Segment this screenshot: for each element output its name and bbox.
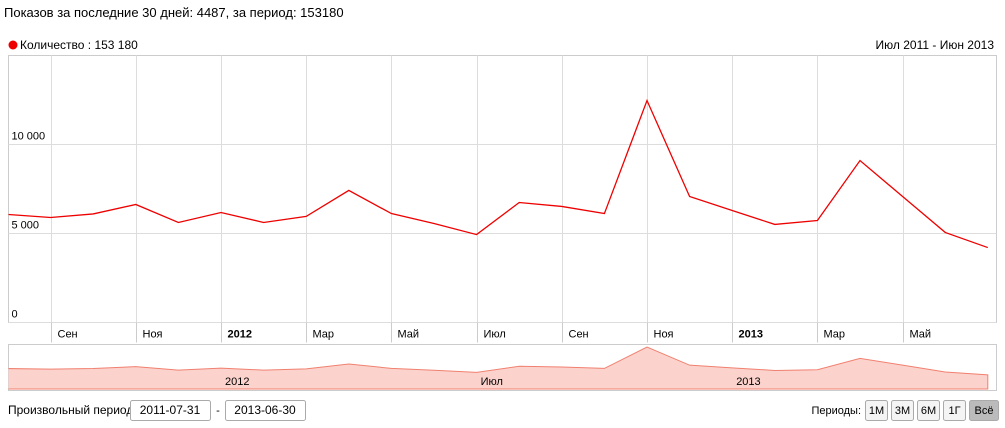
period-button[interactable] bbox=[917, 400, 940, 421]
date-from-input[interactable] bbox=[130, 400, 211, 421]
header-title: Показов за последние 30 дней: 4487, за п… bbox=[4, 5, 344, 20]
navigator-area bbox=[8, 346, 989, 390]
x-tick-label: Ноя bbox=[143, 329, 163, 341]
period-label: Всё bbox=[975, 405, 994, 417]
legend-marker bbox=[8, 40, 18, 50]
x-tick-label: Июл bbox=[484, 329, 506, 341]
x-tick-label: Мар bbox=[824, 329, 846, 341]
period-button[interactable] bbox=[891, 400, 914, 421]
custom-period-label: Произвольный период: bbox=[8, 403, 137, 417]
periods-label: Периоды: bbox=[811, 405, 861, 417]
x-tick-label: Сен bbox=[569, 329, 589, 341]
period-button[interactable] bbox=[865, 400, 888, 421]
period-label: 1Г bbox=[948, 405, 960, 417]
x-tick-label: Май bbox=[910, 329, 932, 341]
x-tick-label: 2013 bbox=[739, 329, 763, 341]
date-to-input[interactable] bbox=[225, 400, 306, 421]
series-line bbox=[8, 98, 989, 249]
legend-label: Количество : 153 180 bbox=[20, 38, 138, 52]
x-tick-label: Ноя bbox=[654, 329, 674, 341]
period-button[interactable] bbox=[969, 400, 999, 421]
date-from: 2011-07-31 bbox=[140, 403, 201, 417]
navigator-label: 2012 bbox=[225, 376, 249, 388]
x-tick-label: Сен bbox=[58, 329, 78, 341]
period-label: 6М bbox=[921, 405, 936, 417]
range-label: Июл 2011 - Июн 2013 bbox=[876, 38, 995, 52]
x-tick-label: 2012 bbox=[228, 329, 252, 341]
x-tick-label: Май bbox=[398, 329, 420, 341]
navigator-label: Июл bbox=[481, 376, 503, 388]
period-button[interactable] bbox=[943, 400, 966, 421]
y-tick-label: 5 000 bbox=[12, 220, 40, 232]
period-label: 1М bbox=[869, 405, 884, 417]
y-tick-label: 0 bbox=[12, 309, 18, 321]
navigator-label: 2013 bbox=[736, 376, 760, 388]
date-separator: - bbox=[216, 405, 220, 417]
x-tick-label: Мар bbox=[313, 329, 335, 341]
y-tick-label: 10 000 bbox=[12, 131, 46, 143]
date-to: 2013-06-30 bbox=[234, 403, 296, 417]
plot-frame bbox=[8, 55, 997, 323]
period-label: 3М bbox=[895, 405, 910, 417]
